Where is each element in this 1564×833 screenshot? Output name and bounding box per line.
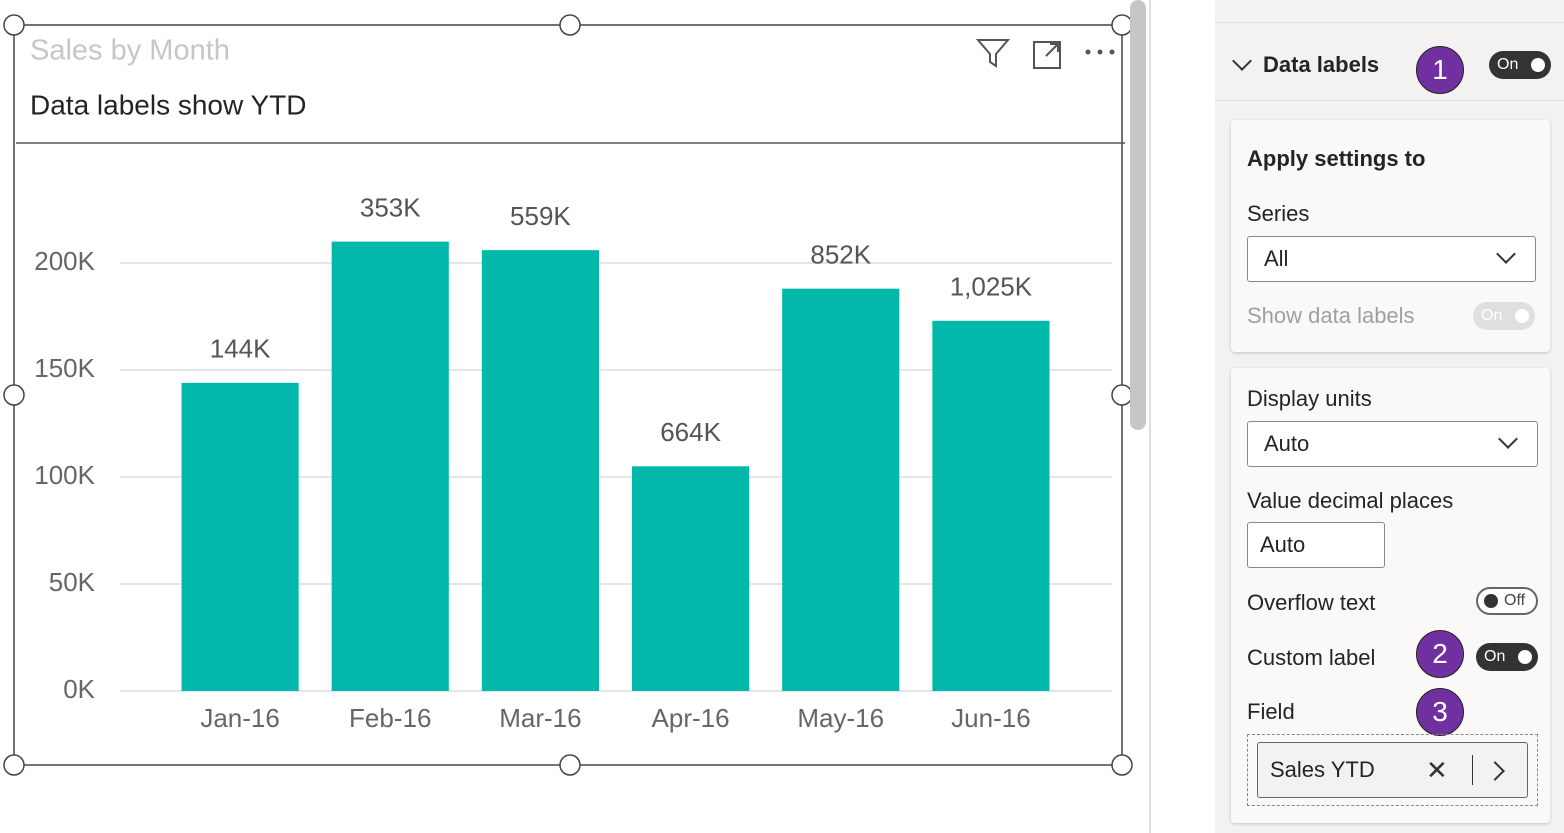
spinner-value: Auto: [1260, 532, 1306, 557]
scrollbar[interactable]: [1130, 0, 1146, 430]
series-dropdown[interactable]: All: [1247, 236, 1536, 282]
x-tick-label: Jan-16: [200, 703, 280, 733]
field-label: Series: [1247, 201, 1310, 226]
dropdown-chevron: [1496, 244, 1516, 264]
bar: [782, 288, 900, 691]
y-tick-label: 0K: [63, 674, 95, 704]
data-label: 664K: [660, 417, 721, 447]
data-label: 353K: [360, 192, 421, 222]
x-tick-label: Apr-16: [652, 703, 730, 733]
chart: Sales by Month Data labels show YTD 0K 50…: [3, 0, 1151, 833]
data-label: 559K: [510, 201, 571, 231]
field-label: Show data labels: [1247, 303, 1415, 328]
toggle[interactable]: Off: [1476, 587, 1538, 615]
header-icons: [975, 39, 1061, 69]
bar: [181, 382, 299, 691]
filter-icon[interactable]: [975, 39, 1011, 68]
data-label: 144K: [210, 334, 271, 364]
field-label: Custom label: [1247, 645, 1376, 670]
toggle: On: [1473, 302, 1535, 330]
y-tick-label: 200K: [34, 246, 95, 276]
decimal-spinner[interactable]: Auto: [1247, 522, 1385, 568]
collapse-chevron[interactable]: [1232, 51, 1252, 71]
y-tick-label: 100K: [34, 460, 95, 490]
chart-subtitle: Data labels show YTD: [30, 89, 307, 120]
field-label: Overflow text: [1247, 590, 1376, 615]
field-label: Display units: [1247, 386, 1372, 411]
y-tick-label: 50K: [49, 567, 96, 597]
bar: [632, 466, 750, 691]
y-tick-label: 150K: [34, 353, 95, 383]
field-label: Field: [1247, 699, 1295, 724]
remove-icon[interactable]: ✕: [1426, 755, 1448, 785]
field-label: Value decimal places: [1247, 488, 1454, 513]
bar: [481, 250, 599, 691]
section-title[interactable]: Data labels: [1263, 52, 1380, 77]
x-tick-label: Mar-16: [499, 703, 581, 733]
selection-handles[interactable]: [3, 14, 1133, 776]
expand-chevron[interactable]: [1485, 761, 1505, 781]
bar: [932, 320, 1050, 691]
dropdown-value: All: [1264, 246, 1289, 271]
bar: [331, 241, 449, 691]
separator: [1472, 755, 1473, 785]
chart-title: Sales by Month: [30, 35, 230, 67]
focus-icon[interactable]: [1033, 41, 1061, 69]
x-tick-label: Jun-16: [951, 703, 1031, 733]
x-tick-label: Feb-16: [349, 703, 431, 733]
callout-badge: 1: [1416, 46, 1464, 94]
toggle[interactable]: On: [1489, 51, 1551, 79]
separator: [1215, 100, 1564, 101]
field-value: Sales YTD: [1270, 757, 1375, 782]
callout-badge: 2: [1416, 630, 1464, 678]
data-label: 1,025K: [950, 272, 1033, 302]
format-pane: Data labels 1 On Apply settings to Serie…: [1215, 0, 1564, 833]
more-icon[interactable]: [1085, 49, 1115, 55]
data-label: 852K: [810, 240, 871, 270]
settings-card: Apply settings to Series All Show data l…: [1231, 120, 1550, 352]
callout-badge: 3: [1416, 688, 1464, 736]
units-dropdown[interactable]: Auto: [1247, 421, 1538, 467]
toggle[interactable]: On: [1476, 643, 1538, 671]
x-tick-label: May-16: [797, 703, 884, 733]
settings-card: Display units Auto Value decimal places …: [1231, 368, 1550, 823]
field-well[interactable]: Sales YTD ✕: [1257, 742, 1528, 798]
card-title: Apply settings to: [1247, 146, 1426, 171]
separator: [1215, 22, 1564, 23]
dropdown-chevron: [1498, 429, 1518, 449]
drop-zone: [1247, 734, 1538, 806]
dropdown-value: Auto: [1264, 431, 1310, 456]
